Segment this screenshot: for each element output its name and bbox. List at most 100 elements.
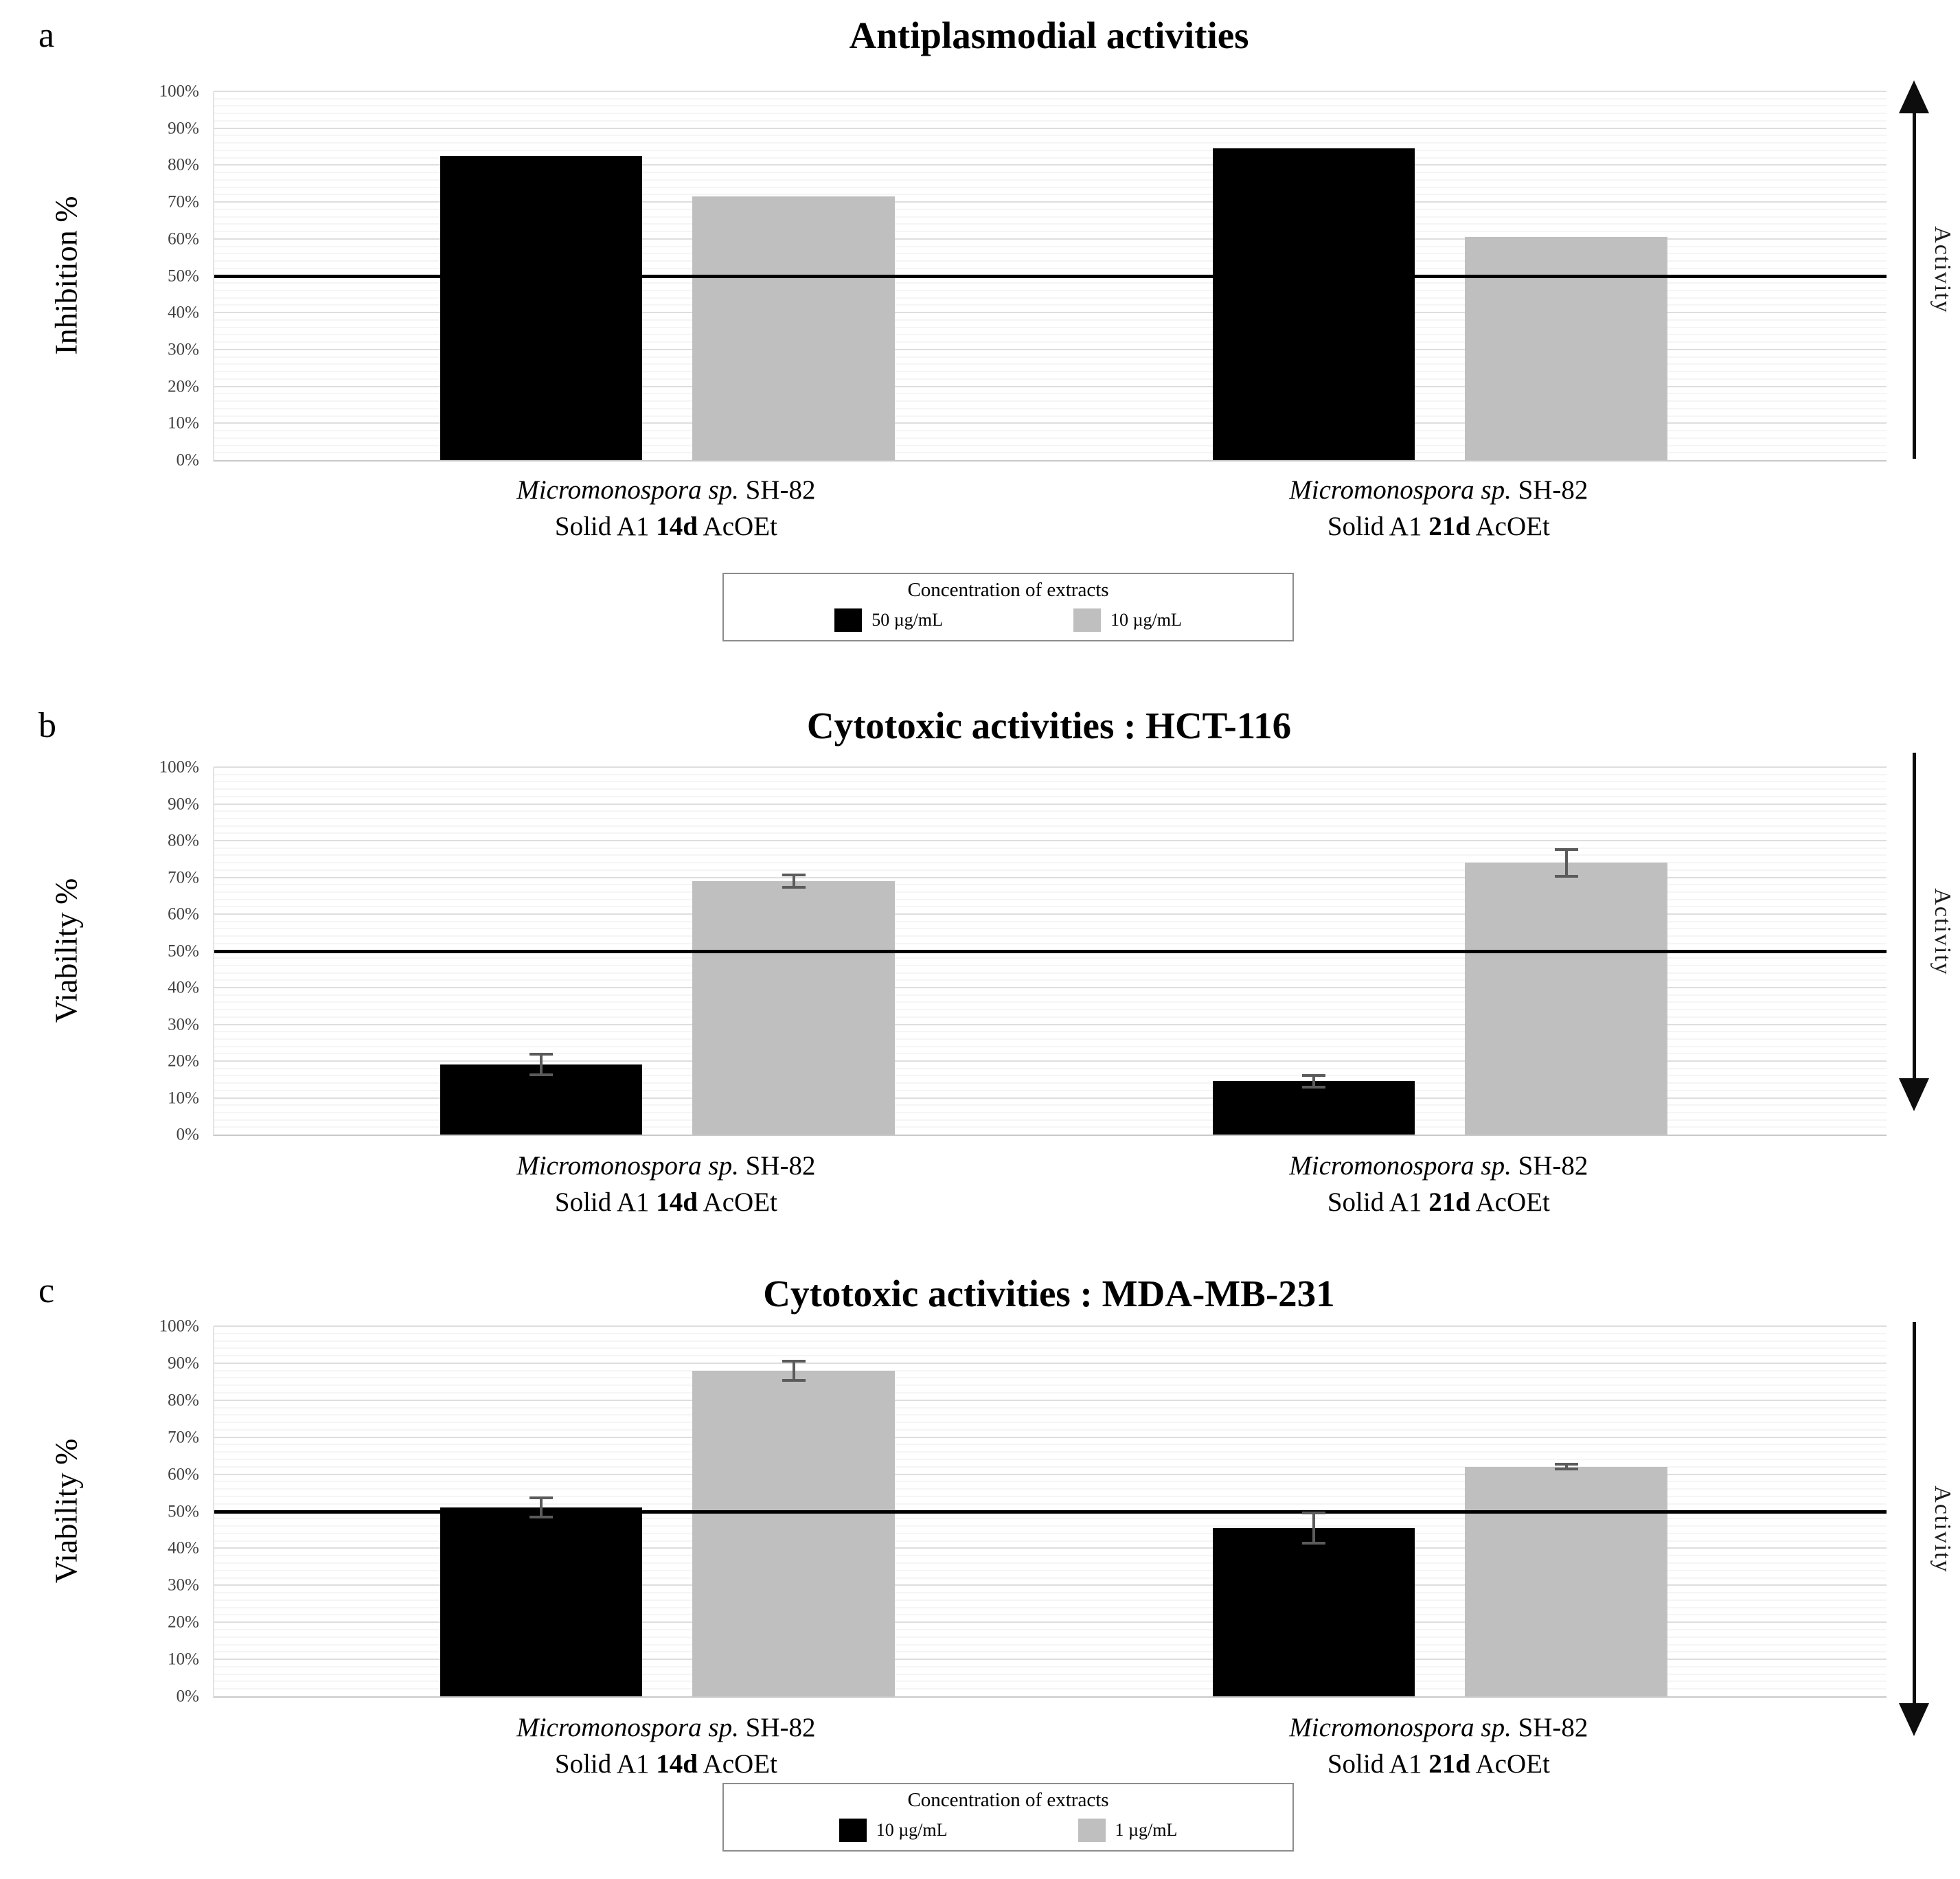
reference-line-50pct [214,1510,1887,1514]
x-category-label: Micromonospora sp. SH-82 Solid A1 21d AcO… [1289,1151,1588,1217]
bar-c-14d-1gmL [692,1370,896,1696]
legend-swatch-gray [1078,1819,1106,1842]
y-tick-label: 50% [168,942,199,960]
major-gridline [214,1097,1887,1099]
x-category-labels-c: Micromonospora sp. SH-82 Solid A1 14d AcO… [0,1710,1960,1799]
y-tick-label: 10% [168,1089,199,1107]
x-category-label: Micromonospora sp. SH-82 Solid A1 21d AcO… [1289,1713,1588,1779]
legend-c: Concentration of extracts 10 µg/mL 1 µg/… [722,1783,1294,1852]
minor-gridline [214,1016,1887,1018]
y-tick-label: 20% [168,1051,199,1071]
minor-gridline [214,854,1887,856]
minor-gridline [214,135,1887,137]
minor-gridline [214,1340,1887,1342]
major-gridline [214,766,1887,768]
minor-gridline [214,1082,1887,1084]
minor-gridline [214,817,1887,819]
major-gridline [214,422,1887,424]
minor-gridline [214,186,1887,188]
minor-gridline [214,98,1887,100]
error-bar [540,1053,543,1077]
minor-gridline [214,142,1887,144]
y-tick-label: 80% [168,155,199,174]
minor-gridline [214,444,1887,446]
legend-swatch-gray [1073,608,1101,632]
legend-items: 10 µg/mL 1 µg/mL [724,1819,1292,1842]
minor-gridline [214,1444,1887,1446]
y-tick-label: 0% [176,1125,199,1144]
bar-b-21d-1gmL [1465,863,1667,1135]
chart-title-b: Cytotoxic activities : HCT-116 [806,705,1292,747]
minor-gridline [214,1688,1887,1690]
minor-gridline [214,282,1887,284]
minor-gridline [214,105,1887,107]
minor-gridline [214,179,1887,181]
major-gridline [214,1436,1887,1438]
x-category-label: Micromonospora sp. SH-82 Solid A1 14d AcO… [516,1151,816,1217]
arrow-up-icon [1899,80,1929,113]
legend-a: Concentration of extracts 50 µg/mL 10 µg… [722,573,1294,641]
legend-label: 50 µg/mL [871,610,943,630]
minor-gridline [214,898,1887,900]
minor-gridline [214,1525,1887,1527]
bar-a-21d-50gmL [1212,148,1415,460]
minor-gridline [214,1495,1887,1497]
major-gridline [214,987,1887,988]
activity-arrow-label: Activity [1930,888,1955,976]
minor-gridline [214,1569,1887,1571]
x-category-labels-b: Micromonospora sp. SH-82 Solid A1 14d AcO… [0,1148,1960,1238]
chart-title-c: Cytotoxic activities : MDA-MB-231 [763,1273,1335,1314]
minor-gridline [214,1540,1887,1542]
major-gridline [214,127,1887,129]
minor-gridline [214,334,1887,336]
minor-gridline [214,1385,1887,1387]
minor-gridline [214,1681,1887,1683]
major-gridline [214,876,1887,878]
minor-gridline [214,260,1887,262]
y-tick-labels-b: 0% 10% 20% 30% 40% 50% 60% 70% 80% 90% 100% [82,759,206,1143]
minor-gridline [214,393,1887,395]
minor-gridline [214,1428,1887,1431]
major-gridline [214,91,1887,92]
minor-gridline [214,157,1887,159]
minor-gridline [214,113,1887,115]
bar-c-14d-10gmL [440,1507,643,1696]
minor-gridline [214,920,1887,922]
minor-gridline [214,430,1887,432]
major-gridline [214,803,1887,805]
y-tick-label: 30% [168,1015,199,1034]
major-gridline [214,1325,1887,1327]
minor-gridline [214,781,1887,783]
minor-gridline [214,972,1887,974]
major-gridline [214,840,1887,841]
minor-gridline [214,378,1887,380]
y-tick-label: 30% [168,340,199,359]
x-category-labels-a: Micromonospora sp. SH-82 Solid A1 14d AcO… [0,472,1960,562]
plot-area-c [213,1325,1887,1698]
legend-title: Concentration of extracts [907,579,1109,601]
major-gridline [214,1362,1887,1364]
minor-gridline [214,437,1887,439]
legend-item: 10 µg/mL [839,1819,948,1842]
minor-gridline [214,1369,1887,1371]
minor-gridline [214,1075,1887,1077]
minor-gridline [214,297,1887,299]
minor-gridline [214,1488,1887,1490]
minor-gridline [214,1451,1887,1453]
error-bar [1564,847,1568,878]
y-tick-label: 90% [168,1354,199,1373]
activity-arrow-label: Activity [1930,225,1955,314]
minor-gridline [214,1104,1887,1106]
minor-gridline [214,1599,1887,1601]
minor-gridline [214,1555,1887,1557]
activity-arrow-c: Activity [1885,1322,1959,1736]
panel-letter-b: b [38,706,56,745]
arrow-down-icon [1899,1078,1929,1111]
minor-gridline [214,1001,1887,1003]
legend-title: Concentration of extracts [907,1789,1109,1811]
y-tick-labels-a: 0% 10% 20% 30% 40% 50% 60% 70% 80% 90% 100% [82,83,206,469]
minor-gridline [214,407,1887,409]
major-gridline [214,1621,1887,1624]
minor-gridline [214,935,1887,937]
minor-gridline [214,326,1887,328]
